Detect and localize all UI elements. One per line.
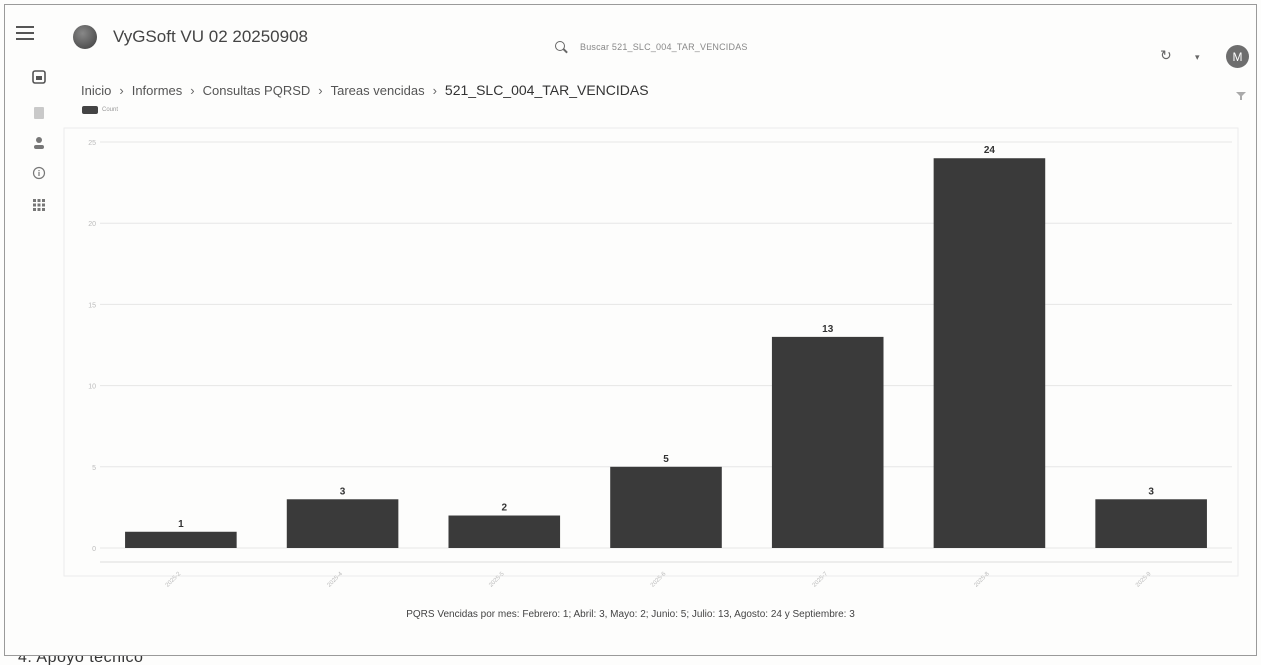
bar-value-label: 3 bbox=[340, 486, 346, 497]
x-tick-label: 2025-6 bbox=[650, 571, 668, 589]
legend-label: Count bbox=[102, 107, 119, 113]
refresh-icon[interactable]: ↻ bbox=[1160, 47, 1172, 63]
x-tick-label: 2025-2 bbox=[165, 571, 183, 589]
chart-legend[interactable]: Count bbox=[82, 106, 118, 114]
y-tick-label: 20 bbox=[88, 221, 96, 228]
bar bbox=[933, 158, 1046, 549]
home-icon[interactable] bbox=[30, 68, 48, 86]
breadcrumb-inicio[interactable]: Inicio bbox=[81, 82, 112, 98]
x-tick-label: 2025-5 bbox=[488, 571, 506, 589]
y-tick-label: 15 bbox=[88, 302, 96, 309]
app-title: VyGSoft VU 02 20250908 bbox=[113, 27, 309, 46]
bar bbox=[448, 515, 561, 548]
search-icon bbox=[555, 40, 568, 54]
bar-value-label: 2 bbox=[502, 503, 508, 514]
breadcrumb: Inicio › Informes › Consultas PQRSD › Ta… bbox=[81, 82, 649, 98]
y-tick-label: 10 bbox=[88, 384, 96, 391]
bar-value-label: 13 bbox=[822, 324, 834, 335]
x-tick-label: 2025-8 bbox=[973, 571, 991, 589]
search-input[interactable]: Buscar 521_SLC_004_TAR_VENCIDAS bbox=[555, 35, 955, 59]
breadcrumb-separator: › bbox=[318, 82, 323, 98]
bar bbox=[1095, 499, 1207, 548]
bar bbox=[125, 531, 237, 548]
breadcrumb-consultas-pqrsd[interactable]: Consultas PQRSD bbox=[202, 82, 311, 98]
search-placeholder: Buscar 521_SLC_004_TAR_VENCIDAS bbox=[580, 42, 748, 52]
app-logo bbox=[73, 25, 97, 49]
user-icon[interactable] bbox=[30, 134, 48, 152]
x-tick-label: 2025-7 bbox=[812, 571, 830, 589]
bar bbox=[610, 466, 722, 548]
bar-value-label: 3 bbox=[1148, 486, 1154, 497]
legend-swatch bbox=[82, 106, 98, 114]
y-tick-label: 0 bbox=[92, 546, 96, 553]
y-tick-label: 25 bbox=[88, 140, 96, 147]
breadcrumb-current: 521_SLC_004_TAR_VENCIDAS bbox=[444, 82, 649, 98]
breadcrumb-separator: › bbox=[190, 82, 195, 98]
bar-value-label: 24 bbox=[984, 145, 996, 156]
bar bbox=[771, 336, 884, 548]
breadcrumb-informes[interactable]: Informes bbox=[131, 82, 183, 98]
top-bar: VyGSoft VU 02 20250908 Buscar 521_SLC_00… bbox=[0, 0, 1261, 68]
info-icon[interactable] bbox=[30, 164, 48, 182]
menu-icon[interactable] bbox=[16, 26, 34, 40]
apps-grid-icon[interactable] bbox=[30, 196, 48, 214]
breadcrumb-separator: › bbox=[432, 82, 437, 98]
bar-chart: 0 5 10 15 20 25 1 2025-2 3 2025-4 2 2025-5 5 2025-6 13… bbox=[63, 127, 1239, 589]
filter-icon[interactable] bbox=[1236, 92, 1246, 100]
document-icon[interactable] bbox=[30, 104, 48, 122]
bar-value-label: 1 bbox=[178, 519, 184, 530]
bar bbox=[286, 499, 399, 548]
x-tick-label: 2025-9 bbox=[1135, 571, 1153, 589]
section-heading-text: 4. Apoyo técnico bbox=[18, 656, 144, 665]
x-tick-label: 2025-4 bbox=[327, 571, 345, 589]
bar-value-label: 5 bbox=[663, 454, 669, 465]
y-tick-label: 5 bbox=[92, 465, 96, 472]
plot-area bbox=[63, 127, 1239, 577]
breadcrumb-separator: › bbox=[119, 82, 124, 98]
breadcrumb-tareas-vencidas[interactable]: Tareas vencidas bbox=[330, 82, 425, 98]
chevron-down-icon[interactable]: ▾ bbox=[1195, 52, 1200, 62]
chart-caption: PQRS Vencidas por mes: Febrero: 1; Abril… bbox=[406, 609, 855, 620]
avatar[interactable]: M bbox=[1226, 45, 1249, 68]
section-heading: 4. Apoyo técnico bbox=[4, 656, 1257, 665]
